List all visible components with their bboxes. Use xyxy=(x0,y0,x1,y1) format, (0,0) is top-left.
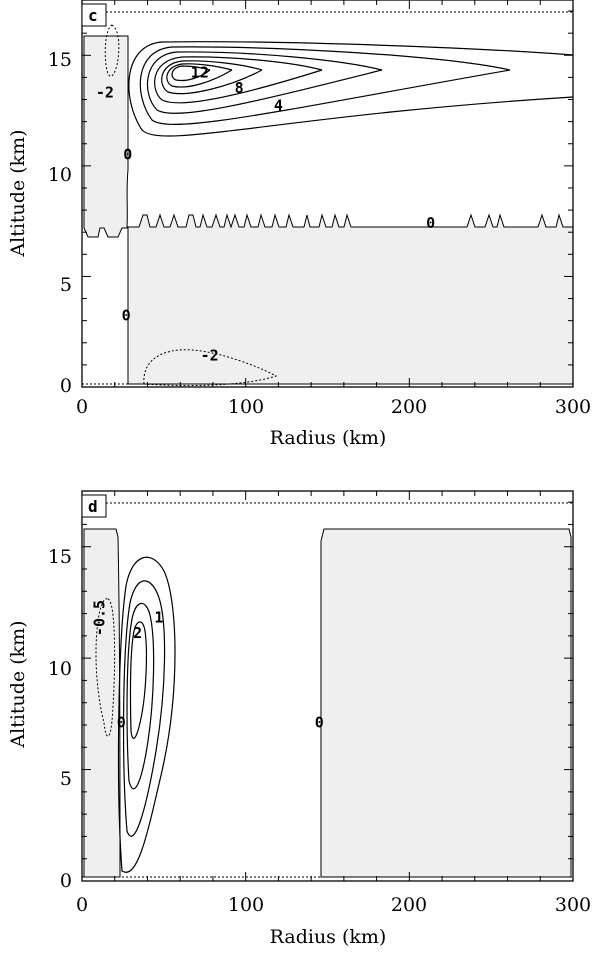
panel-d-y-tick-labels: 0 5 10 15 xyxy=(48,546,72,892)
panel-c-shading xyxy=(83,24,574,387)
panel-c-x-tick-label: 200 xyxy=(391,396,427,418)
panel-c-negative-region-lower xyxy=(127,213,574,385)
panel-d-dotted-contour xyxy=(95,598,116,737)
panel-c-y-tick-label: 10 xyxy=(48,164,72,186)
panel-d-letter-box: d xyxy=(81,494,107,518)
panel-c-x-tick-label: 100 xyxy=(228,396,264,418)
panel-c-contour-3 xyxy=(146,51,383,114)
panel-c-y-tick-label: 0 xyxy=(60,375,72,397)
panel-d: d -0.5 210 0 0 100 200 300 0 5 10 15 Radiu… xyxy=(7,490,591,948)
panel-d-contour-label: 0 xyxy=(117,713,126,731)
panel-c-contour-label: 8 xyxy=(235,79,244,97)
panel-d-y-tick-label: 0 xyxy=(60,870,72,892)
panel-d-y-tick-label: 10 xyxy=(48,658,72,680)
panel-d-contour-label: 2 xyxy=(133,624,142,642)
panel-c-contour-label: 0 xyxy=(426,214,435,232)
panel-d-y-tick-label: 5 xyxy=(60,768,72,790)
panel-c-contour-4 xyxy=(154,56,323,104)
panel-c-contour-label: 12 xyxy=(191,63,209,81)
panel-c-contour-label: 0 xyxy=(123,145,132,163)
panel-c-x-tick-labels: 0 100 200 300 xyxy=(76,396,591,418)
panel-d-y-axis-label: Altitude (km) xyxy=(7,620,29,748)
panel-c-y-tick-label: 5 xyxy=(60,274,72,296)
panel-c-letter-box: c xyxy=(81,3,107,27)
panel-c-contour-label: -2 xyxy=(96,83,114,101)
panel-d-negative-region-left xyxy=(83,528,121,878)
panel-d-plot-frame xyxy=(81,490,574,882)
panel-d-ticks xyxy=(81,491,574,882)
panel-d-contour-label: -0.5 xyxy=(91,600,109,636)
panel-d-y-tick-label: 15 xyxy=(48,546,72,568)
panel-c-contour-label: 4 xyxy=(274,97,283,115)
panel-d-contour-labels: -0.5 21 0 0 xyxy=(91,600,324,731)
panel-d-x-tick-label: 300 xyxy=(555,894,591,916)
panel-c-contour-2 xyxy=(139,46,511,125)
panel-c-y-axis-label: Altitude (km) xyxy=(7,129,29,257)
panel-d-positive-contours xyxy=(117,556,176,873)
panel-c-x-axis-label: Radius (km) xyxy=(270,427,387,449)
panel-d-negative-region-right xyxy=(320,528,572,878)
panel-d-x-tick-label: 0 xyxy=(76,894,88,916)
panel-c-y-tick-label: 15 xyxy=(48,49,72,71)
panel-c-letter: c xyxy=(88,6,98,25)
panel-d-contour-3 xyxy=(126,602,155,790)
panel-c-plot-frame xyxy=(81,0,574,388)
panel-c-contour-outer xyxy=(128,41,574,137)
panel-d-contour-outer xyxy=(117,556,176,873)
panel-c-y-tick-labels: 0 5 10 15 xyxy=(48,49,72,397)
panel-d-x-axis-label: Radius (km) xyxy=(270,926,387,948)
panel-c-dotted-contour-upper xyxy=(104,24,120,77)
panel-d-x-tick-label: 100 xyxy=(228,894,264,916)
panel-d-x-tick-label: 200 xyxy=(391,894,427,916)
panel-c-contour-label: -2 xyxy=(201,347,219,365)
panel-c-contour-6 xyxy=(166,63,233,88)
panel-d-letter: d xyxy=(88,497,98,516)
panel-c-contour-label: 0 xyxy=(122,307,131,325)
panel-d-contour-4 xyxy=(129,621,148,739)
panel-c-x-tick-label: 300 xyxy=(555,396,591,418)
panel-c-contour-7 xyxy=(171,65,211,82)
panel-d-contour-2 xyxy=(122,580,166,837)
panel-c-positive-contours xyxy=(128,41,574,137)
panel-c-negative-region-upper-left xyxy=(83,35,129,238)
panel-c-contour-labels: 12 8 4 -2 0 0 0 -2 xyxy=(96,63,435,364)
panel-d-x-tick-labels: 0 100 200 300 xyxy=(76,894,591,916)
panel-d-shading xyxy=(83,528,572,878)
panel-c-contour-5 xyxy=(161,60,263,95)
panel-d-contour-label: 1 xyxy=(154,609,163,627)
panel-c-x-tick-label: 0 xyxy=(76,396,88,418)
panel-d-contour-label: 0 xyxy=(315,713,324,731)
